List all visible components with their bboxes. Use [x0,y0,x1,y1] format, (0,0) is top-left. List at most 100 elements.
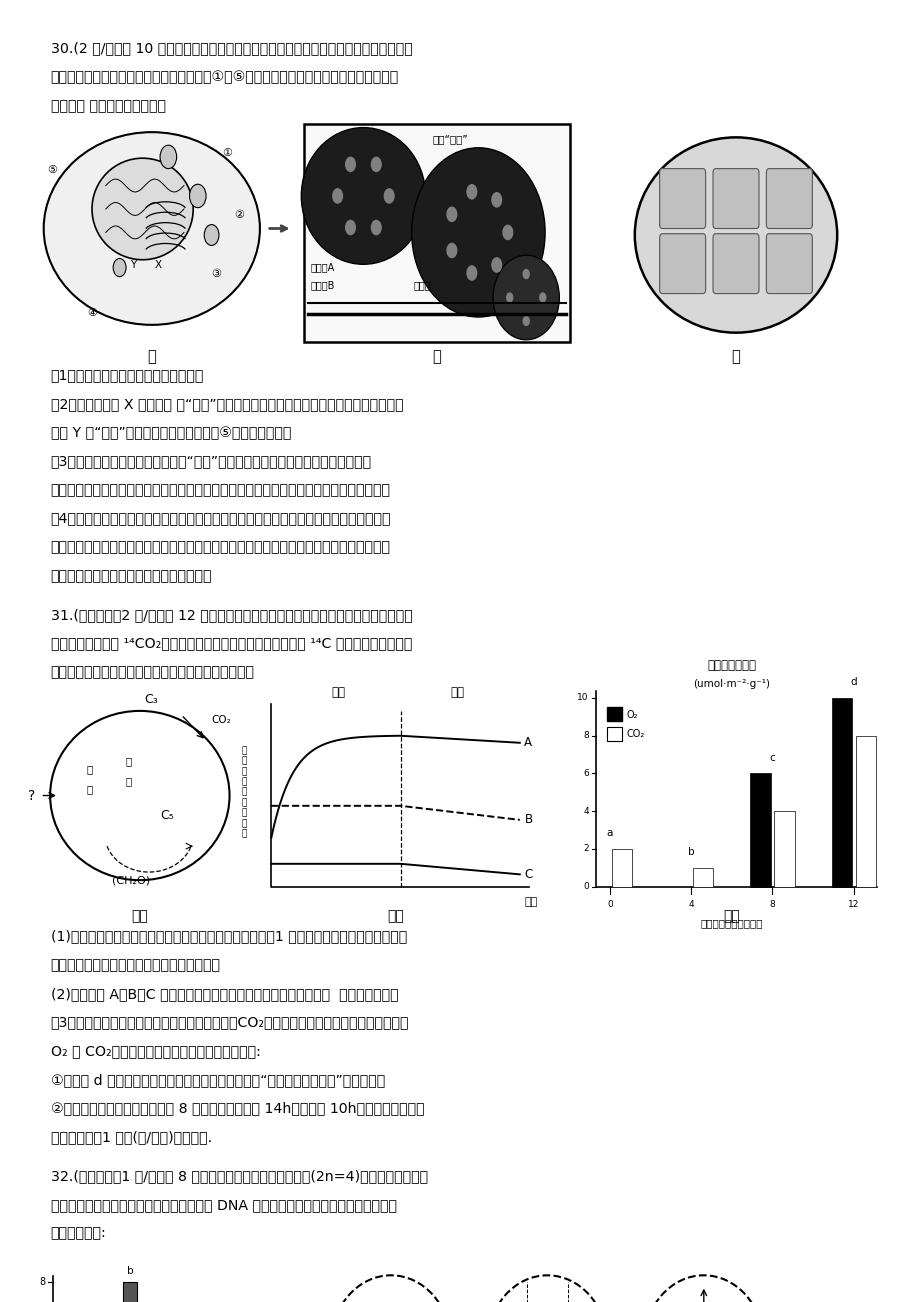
Bar [692,868,712,887]
Text: 乙: 乙 [432,349,441,365]
Text: 光照强度（千勒克斯）: 光照强度（千勒克斯） [700,918,762,928]
Circle shape [466,266,477,281]
Text: CO₂: CO₂ [626,729,644,740]
Text: ＿＿＿＿＿＿＿＿＿＿＿＿＿＿，此过程体现了细胞膜具有＿＿＿＿＿＿＿＿＿＿的功能。: ＿＿＿＿＿＿＿＿＿＿＿＿＿＿，此过程体现了细胞膜具有＿＿＿＿＿＿＿＿＿＿的功能。 [51,483,391,497]
Text: （2）甲图中囊泡 X 由内质网 经“出芽”形成，到达高尔基体，并与之融合成为其一部分。: （2）甲图中囊泡 X 由内质网 经“出芽”形成，到达高尔基体，并与之融合成为其一… [51,397,403,411]
Circle shape [332,189,343,203]
Circle shape [370,156,381,172]
Text: 时间: 时间 [524,897,537,907]
Circle shape [204,225,219,246]
FancyBboxPatch shape [766,169,811,229]
Circle shape [189,184,206,208]
Text: (umol·m⁻²·g⁻¹): (umol·m⁻²·g⁻¹) [693,678,769,689]
Text: (1)图甲所示生理过程进行的具体场所是＿＿＿＿＿＿。（1 分），若使其持续稳定的进行，: (1)图甲所示生理过程进行的具体场所是＿＿＿＿＿＿。（1 分），若使其持续稳定的… [51,930,406,944]
Text: 31.(除标注外，2 分/空，共 12 分）下图甲表示小球藻的某生理过程，科学家向小球藻培: 31.(除标注外，2 分/空，共 12 分）下图甲表示小球藻的某生理过程，科学家… [51,608,412,622]
Circle shape [491,191,502,207]
Text: A: A [524,737,532,749]
Text: 6: 6 [583,769,588,777]
FancyBboxPatch shape [766,234,811,294]
Text: ③: ③ [211,270,221,279]
Text: 细胞液的浓度＿＿＿＿＿外界溶液的浓度。: 细胞液的浓度＿＿＿＿＿外界溶液的浓度。 [51,569,212,583]
Text: 蜗白质A: 蜗白质A [311,262,335,272]
Ellipse shape [92,158,193,260]
Text: （4）成熟的植物细胞在较高浓度的外界溶液中，会发生质壁分离现象，图丙是某同学观察: （4）成熟的植物细胞在较高浓度的外界溶液中，会发生质壁分离现象，图丙是某同学观察 [51,512,391,526]
Text: 必须由光反应为其持续提供＿＿＿＿＿＿＿。: 必须由光反应为其持续提供＿＿＿＿＿＿＿。 [51,958,221,973]
Text: 过程中不同时期细胞内染色体、染色单体和 DNA 含量的关系及细胞分裂图像，请分析回: 过程中不同时期细胞内染色体、染色单体和 DNA 含量的关系及细胞分裂图像，请分析… [51,1198,396,1212]
Text: 8: 8 [39,1277,45,1288]
Text: b: b [687,848,694,858]
Text: 合物的相对量，其变化曲线如图乙所示。请据图回答：: 合物的相对量，其变化曲线如图乙所示。请据图回答： [51,665,255,680]
Text: 10: 10 [577,694,588,702]
Text: ②由图丁可知，若在光照强度为 8 千勒克斯时，光照 14h，再黑暗 10h，交替进行，则玉: ②由图丁可知，若在光照强度为 8 千勒克斯时，光照 14h，再黑暗 10h，交替… [51,1101,424,1116]
Text: ⑤: ⑤ [48,165,57,174]
Text: d: d [849,677,857,687]
Circle shape [370,220,381,236]
Text: O₂: O₂ [626,710,638,720]
Text: 图甲: 图甲 [131,909,148,923]
FancyBboxPatch shape [659,234,705,294]
Bar [750,773,770,887]
Text: 丙: 丙 [731,349,740,365]
Text: （3）乙图中的囊泡能精确地将细胞“货物”运送并分泌到细胞外，据图推测其原因是: （3）乙图中的囊泡能精确地将细胞“货物”运送并分泌到细胞外，据图推测其原因是 [51,454,371,469]
Ellipse shape [301,128,425,264]
Text: C: C [524,868,532,881]
Text: 2: 2 [583,845,588,853]
Text: 图丁: 图丁 [722,909,740,923]
Text: 题：（［ ］中填写图中数字）: 题：（［ ］中填写图中数字） [51,99,165,113]
Text: ④: ④ [87,309,96,318]
Text: 细胞膜: 细胞膜 [414,280,431,290]
Text: ?: ? [28,789,35,802]
Text: 细胞“货物”: 细胞“货物” [433,134,468,145]
Circle shape [502,225,513,240]
Bar [855,736,875,887]
Text: 黑暗: 黑暗 [450,686,464,699]
Text: 甲: 甲 [147,349,156,365]
Text: 0: 0 [607,900,612,909]
Circle shape [113,259,126,277]
Text: X: X [154,260,162,270]
Text: (CH₂O): (CH₂O) [111,875,150,885]
Text: 定: 定 [126,776,131,786]
Text: 图乙: 图乙 [387,909,403,923]
FancyBboxPatch shape [659,169,705,229]
Text: （1）囊泡膜的主要成分是＿＿＿＿＿。: （1）囊泡膜的主要成分是＿＿＿＿＿。 [51,368,204,383]
Text: ②: ② [234,211,244,220]
Text: 30.(2 分/空，共 10 分）甲图表示细胞通过形成囊泡运输物质的过程，乙图是甲图的局部: 30.(2 分/空，共 10 分）甲图表示细胞通过形成囊泡运输物质的过程，乙图是… [51,42,412,56]
Circle shape [539,293,546,303]
Bar [831,698,851,887]
Ellipse shape [493,255,559,340]
Bar [122,1282,137,1302]
FancyBboxPatch shape [712,234,758,294]
Text: b: b [127,1266,133,1276]
Text: ①: ① [222,148,232,158]
Text: 光照: 光照 [331,686,346,699]
Text: 固: 固 [126,756,131,767]
Text: (2)图乙曲线 A、B、C 分别表示图甲中化合物＿＿＿＿，＿＿＿＿、  相对量的变化。: (2)图乙曲线 A、B、C 分别表示图甲中化合物＿＿＿＿，＿＿＿＿、 相对量的变… [51,987,398,1001]
Text: 放大。不同囊泡介导不同途径的运输。图中①～⑤表示不同的细胞结构，请分析回答以下问: 放大。不同囊泡介导不同途径的运输。图中①～⑤表示不同的细胞结构，请分析回答以下问 [51,70,399,85]
Text: （3）选取生理状态良好的玉米植株，保持温度、CO₂浓度等恒定，测定不同光照强度条件下: （3）选取生理状态良好的玉米植株，保持温度、CO₂浓度等恒定，测定不同光照强度条… [51,1016,409,1030]
Circle shape [383,189,394,203]
Text: C₅: C₅ [161,809,174,822]
Text: 12: 12 [847,900,858,909]
Text: 答下面的问题:: 答下面的问题: [51,1226,107,1241]
FancyBboxPatch shape [712,169,758,229]
Text: ①请描述 d 所处的生理状态：光合作用＿＿＿＿（填“大于、小于或等于”）呼吸作用: ①请描述 d 所处的生理状态：光合作用＿＿＿＿（填“大于、小于或等于”）呼吸作用 [51,1073,384,1087]
Bar [607,727,621,741]
Text: 8: 8 [583,732,588,740]
Circle shape [522,270,529,280]
Bar [607,707,621,721]
Circle shape [491,258,502,273]
Circle shape [522,316,529,327]
Text: 蜗白质B: 蜗白质B [311,280,335,290]
Circle shape [345,156,356,172]
Circle shape [160,146,176,169]
Text: 8: 8 [769,900,775,909]
Text: 养液中通入放射性 ¹⁴CO₂，在不同条件下连续测量小球藻细胞中 ¹⁴C 标记的图甲中三种化: 养液中通入放射性 ¹⁴CO₂，在不同条件下连续测量小球藻细胞中 ¹⁴C 标记的图… [51,637,412,651]
Circle shape [446,242,457,258]
Circle shape [466,184,477,199]
Text: 32.(除标注外，1 分/空，共 8 分）下列示意图分别表示某动物(2n=4)体内细胞正常分裂: 32.(除标注外，1 分/空，共 8 分）下列示意图分别表示某动物(2n=4)体… [51,1169,427,1184]
Text: 植物细胞质壁分离与复原实验时拍下的显微照片，此时细胞液浓度与外界溶液浓度的关系是: 植物细胞质壁分离与复原实验时拍下的显微照片，此时细胞液浓度与外界溶液浓度的关系是 [51,540,391,555]
Circle shape [345,220,356,236]
Text: c: c [769,753,775,763]
Bar [303,124,570,342]
